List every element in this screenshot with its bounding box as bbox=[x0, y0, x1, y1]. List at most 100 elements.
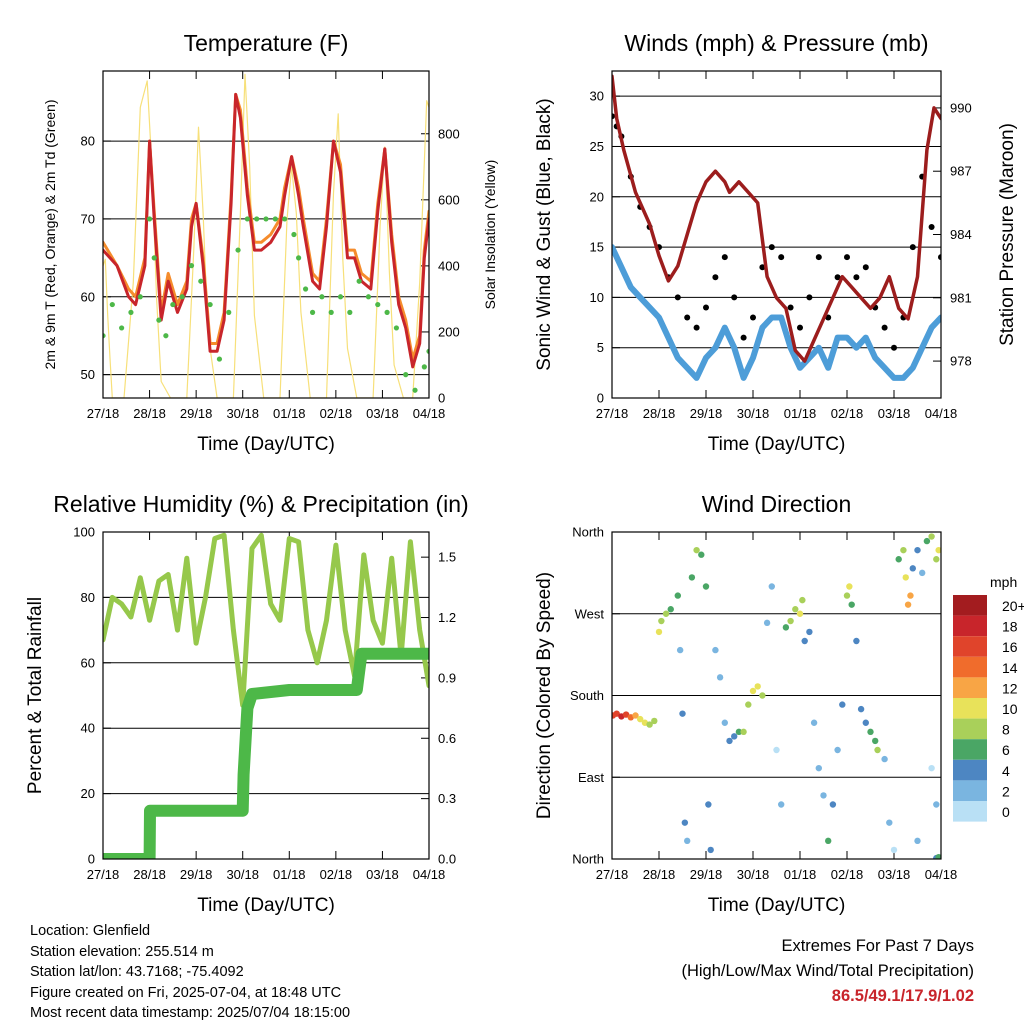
x-tick-label: 28/18 bbox=[643, 406, 676, 421]
y-tick-label: 0 bbox=[88, 852, 95, 867]
latlon-text: Station lat/lon: 43.7168; -75.4092 bbox=[30, 964, 244, 980]
y-tick-label: 30 bbox=[590, 89, 604, 104]
extremes-box: Extremes For Past 7 Days (High/Low/Max W… bbox=[681, 934, 974, 1009]
x-tick-label: 01/18 bbox=[273, 867, 306, 882]
data-point bbox=[763, 619, 771, 627]
data-point bbox=[919, 569, 926, 577]
data-layer bbox=[103, 532, 429, 859]
data-point bbox=[782, 624, 790, 631]
legend-label: 4 bbox=[1002, 763, 1010, 779]
data-point bbox=[935, 546, 941, 554]
y2-tick-label: 800 bbox=[438, 126, 460, 141]
data-point bbox=[707, 846, 714, 854]
legend-swatch bbox=[953, 615, 987, 637]
data-point bbox=[658, 617, 665, 625]
data-point bbox=[839, 701, 846, 708]
created-text: Figure created on Fri, 2025-07-04, at 18… bbox=[30, 984, 342, 1001]
data-point bbox=[768, 244, 775, 251]
data-point bbox=[698, 551, 705, 558]
y-tick-label: 20 bbox=[81, 786, 95, 801]
data-point bbox=[792, 606, 799, 613]
x-axis-label: Time (Day/UTC) bbox=[708, 434, 846, 455]
data-point bbox=[347, 309, 353, 315]
chart-title: Winds (mph) & Pressure (mb) bbox=[624, 30, 928, 56]
data-point bbox=[328, 309, 334, 315]
data-point bbox=[216, 356, 223, 362]
data-point bbox=[662, 610, 670, 617]
data-point bbox=[693, 546, 700, 554]
x-axis-label: Time (Day/UTC) bbox=[197, 895, 335, 916]
x-tick-label: 27/18 bbox=[596, 867, 629, 882]
data-point bbox=[702, 583, 710, 590]
x-tick-label: 04/18 bbox=[925, 406, 958, 421]
extremes-values: 86.5/49.1/17.9/1.02 bbox=[831, 987, 974, 1005]
y-tick-label: 50 bbox=[81, 367, 95, 382]
data-point bbox=[291, 231, 297, 238]
data-point bbox=[375, 301, 381, 308]
y2-tick-label: 978 bbox=[950, 354, 972, 369]
x-tick-label: 03/18 bbox=[878, 867, 911, 882]
data-point bbox=[796, 610, 804, 617]
data-point bbox=[799, 596, 806, 604]
y2-tick-label: 0.6 bbox=[438, 731, 456, 746]
data-point bbox=[109, 301, 115, 308]
series-line bbox=[612, 74, 941, 363]
x-tick-label: 03/18 bbox=[366, 867, 399, 882]
legend-swatch bbox=[953, 739, 987, 760]
data-point bbox=[151, 255, 157, 261]
y2-tick-label: 984 bbox=[950, 227, 972, 242]
legend-swatch bbox=[953, 595, 987, 616]
x-axis-label: Time (Day/UTC) bbox=[708, 895, 846, 916]
y2-tick-label: 987 bbox=[950, 164, 972, 179]
y-tick-label: 60 bbox=[81, 289, 95, 304]
y2-tick-label: 600 bbox=[438, 192, 460, 207]
data-point bbox=[235, 247, 241, 253]
y2-tick-label: 0.9 bbox=[438, 670, 456, 685]
x-tick-label: 30/18 bbox=[226, 867, 259, 882]
data-layer bbox=[612, 533, 941, 859]
legend-swatch bbox=[953, 718, 987, 740]
legend-label: 0 bbox=[1002, 804, 1010, 820]
data-point bbox=[170, 301, 176, 308]
data-point bbox=[207, 301, 213, 308]
series-line bbox=[612, 244, 941, 381]
y2-tick-label: 1.2 bbox=[438, 610, 456, 625]
data-point bbox=[254, 216, 260, 222]
legend-swatch bbox=[953, 759, 987, 781]
data-point bbox=[862, 264, 869, 271]
data-point bbox=[862, 719, 869, 726]
data-point bbox=[754, 683, 761, 690]
data-point bbox=[857, 705, 865, 713]
data-point bbox=[778, 801, 785, 808]
data-point bbox=[712, 274, 719, 281]
legend-swatch bbox=[953, 677, 987, 698]
x-tick-label: 02/18 bbox=[831, 867, 864, 882]
data-point bbox=[156, 317, 162, 323]
speed-legend: mph 20+ 18 16 14 12 10 8 6 4 2 0 bbox=[953, 574, 1024, 822]
data-point bbox=[735, 728, 743, 736]
data-point bbox=[655, 628, 663, 636]
legend-label: 8 bbox=[1002, 722, 1010, 738]
data-point bbox=[637, 715, 644, 723]
extremes-title: Extremes For Past 7 Days bbox=[781, 937, 974, 955]
data-point bbox=[103, 333, 106, 339]
legend-label: 20+ bbox=[1002, 598, 1024, 614]
data-point bbox=[787, 304, 794, 311]
data-point bbox=[684, 314, 691, 321]
recent-timestamp-text: Most recent data timestamp: 2025/07/04 1… bbox=[30, 1005, 351, 1021]
station-info: Location: Glenfield Station elevation: 2… bbox=[30, 921, 350, 1024]
legend-swatch bbox=[953, 698, 987, 719]
chart-title: Relative Humidity (%) & Precipitation (i… bbox=[53, 491, 468, 517]
data-point bbox=[646, 721, 653, 728]
data-point bbox=[914, 546, 921, 554]
data-point bbox=[731, 733, 738, 740]
data-point bbox=[844, 254, 850, 261]
x-tick-label: 29/18 bbox=[690, 867, 723, 882]
data-point bbox=[272, 216, 278, 222]
x-tick-label: 30/18 bbox=[226, 406, 259, 421]
data-point bbox=[651, 717, 658, 725]
series-line bbox=[103, 92, 429, 369]
y-tick-label: 25 bbox=[590, 139, 604, 154]
data-point bbox=[787, 617, 794, 625]
legend-label: 12 bbox=[1002, 680, 1018, 696]
